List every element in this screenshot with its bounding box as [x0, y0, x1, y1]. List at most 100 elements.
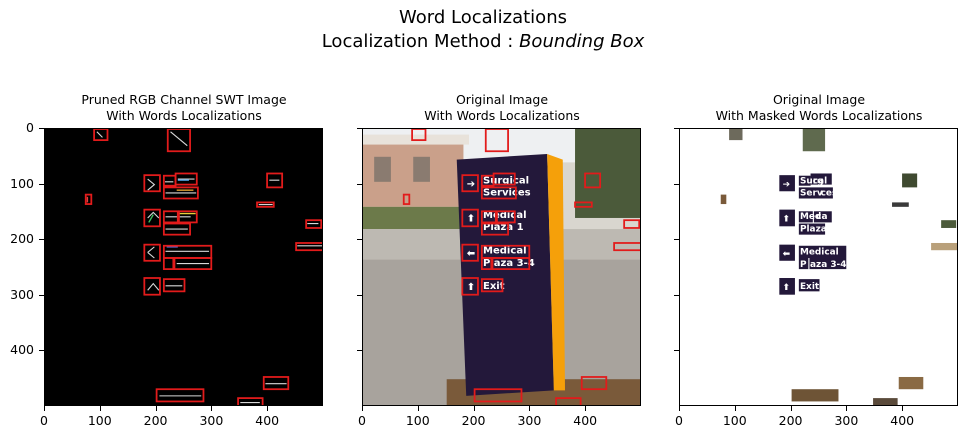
x-tick-label: 100 — [722, 413, 747, 428]
x-tick — [902, 406, 904, 411]
panel-1-plot — [84, 129, 322, 405]
x-tick — [267, 406, 269, 411]
masked-patch — [902, 173, 918, 188]
y-tick — [39, 294, 44, 296]
sign-arrow-left: ⬅ — [467, 248, 475, 259]
y-tick — [39, 183, 44, 185]
panel-3-title: Original Image With Masked Words Localiza… — [715, 92, 923, 123]
masked-sign-arrow — [779, 244, 795, 261]
localization-box — [461, 174, 479, 193]
y-tick-label: 100 — [10, 175, 34, 191]
localization-box — [492, 172, 516, 186]
panel-2-title: Original Image With Words Localizations — [424, 92, 580, 123]
masked-sign-word — [810, 173, 832, 185]
masked-text: ces — [821, 189, 838, 199]
x-tick — [417, 406, 419, 411]
y-tick — [357, 239, 362, 241]
masked-sign-word — [798, 257, 809, 270]
masked-text: P — [800, 260, 807, 270]
localization-box — [84, 193, 93, 205]
y-tick — [674, 294, 679, 296]
x-tick — [529, 406, 531, 411]
masked-text: Med — [800, 212, 821, 222]
y-tick — [674, 350, 679, 352]
localization-box — [484, 129, 509, 153]
localization-box — [143, 277, 161, 296]
panel-3-plot: ➔ Surg cal Serv ces ⬆ Med ca Plaza ⬅ Med… — [720, 129, 957, 405]
localization-box — [496, 210, 516, 224]
masked-sign-word — [813, 211, 832, 223]
localization-box — [162, 222, 191, 236]
y-tick — [357, 128, 362, 129]
x-tick — [790, 406, 792, 411]
x-tick-label: 0 — [675, 413, 683, 428]
panel-3-axes: ➔ Surg cal Serv ces ⬆ Med ca Plaza ⬅ Med… — [679, 128, 958, 406]
x-tick — [679, 406, 680, 411]
y-tick-label: 300 — [10, 286, 34, 302]
masked-patch — [720, 194, 727, 205]
masked-text: Exit — [800, 282, 820, 292]
localization-box — [574, 201, 593, 208]
localization-box — [162, 278, 186, 293]
x-tick — [846, 406, 848, 411]
localization-box — [480, 210, 497, 224]
masked-text: Plaza — [800, 224, 827, 234]
x-tick-label: 400 — [255, 413, 280, 428]
localization-box — [166, 129, 191, 153]
localization-box — [491, 257, 531, 271]
localization-box — [266, 172, 284, 189]
masked-patch — [791, 389, 839, 402]
sign-text-surgical: Surgical — [483, 176, 529, 187]
masked-sign-arrow — [779, 175, 795, 192]
sign-text-medical-2: Medical — [483, 246, 527, 257]
localization-box — [480, 186, 517, 200]
localization-box — [305, 219, 322, 229]
localization-box — [295, 242, 322, 252]
localization-box — [613, 242, 640, 252]
masked-sign-word — [809, 257, 847, 270]
y-tick — [357, 183, 362, 185]
localization-box — [480, 257, 493, 271]
y-tick — [357, 294, 362, 296]
x-tick-label: 200 — [461, 413, 486, 428]
sign-text-services: Services — [483, 188, 531, 199]
localization-box — [155, 388, 205, 403]
x-tick-label: 300 — [517, 413, 542, 428]
masked-sign-arrow — [779, 209, 795, 227]
masked-text: cal — [813, 177, 827, 187]
masked-sign-word — [798, 187, 833, 199]
localization-box — [93, 129, 109, 142]
sign-text-exit: Exit — [483, 281, 505, 292]
x-tick-label: 100 — [405, 413, 430, 428]
sign-arrow-up: ⬆ — [467, 213, 475, 224]
sign-text-plaza-1: Plaza 1 — [483, 222, 524, 233]
panel-1-title: Pruned RGB Channel SWT Image With Words L… — [81, 92, 287, 123]
localization-box — [173, 257, 213, 271]
svg-text:⬆: ⬆ — [783, 283, 790, 293]
x-tick — [99, 406, 101, 411]
masked-text: ca — [816, 212, 827, 222]
y-tick-label: 400 — [10, 342, 34, 358]
y-tick — [674, 128, 679, 129]
masked-sign-word — [798, 279, 820, 292]
localization-box — [162, 174, 177, 187]
localization-box — [262, 376, 290, 391]
panel-1-axes — [44, 128, 323, 406]
masked-text: Medical — [800, 248, 839, 258]
localization-box — [411, 129, 427, 142]
svg-text:⬆: ⬆ — [783, 214, 790, 224]
sign-text-medical-1: Medical — [483, 210, 527, 221]
masked-patch — [898, 376, 924, 390]
x-tick-label: 400 — [573, 413, 598, 428]
y-tick-label: 0 — [26, 120, 34, 135]
localization-box — [461, 243, 479, 262]
x-tick-label: 200 — [143, 413, 168, 428]
masked-sign-word — [798, 211, 813, 223]
localization-box — [580, 376, 608, 391]
x-tick — [473, 406, 475, 411]
y-tick — [674, 183, 679, 185]
shrubs — [363, 206, 464, 230]
masked-sign-word — [798, 175, 811, 186]
localization-box — [623, 219, 640, 229]
localization-box — [143, 174, 161, 193]
